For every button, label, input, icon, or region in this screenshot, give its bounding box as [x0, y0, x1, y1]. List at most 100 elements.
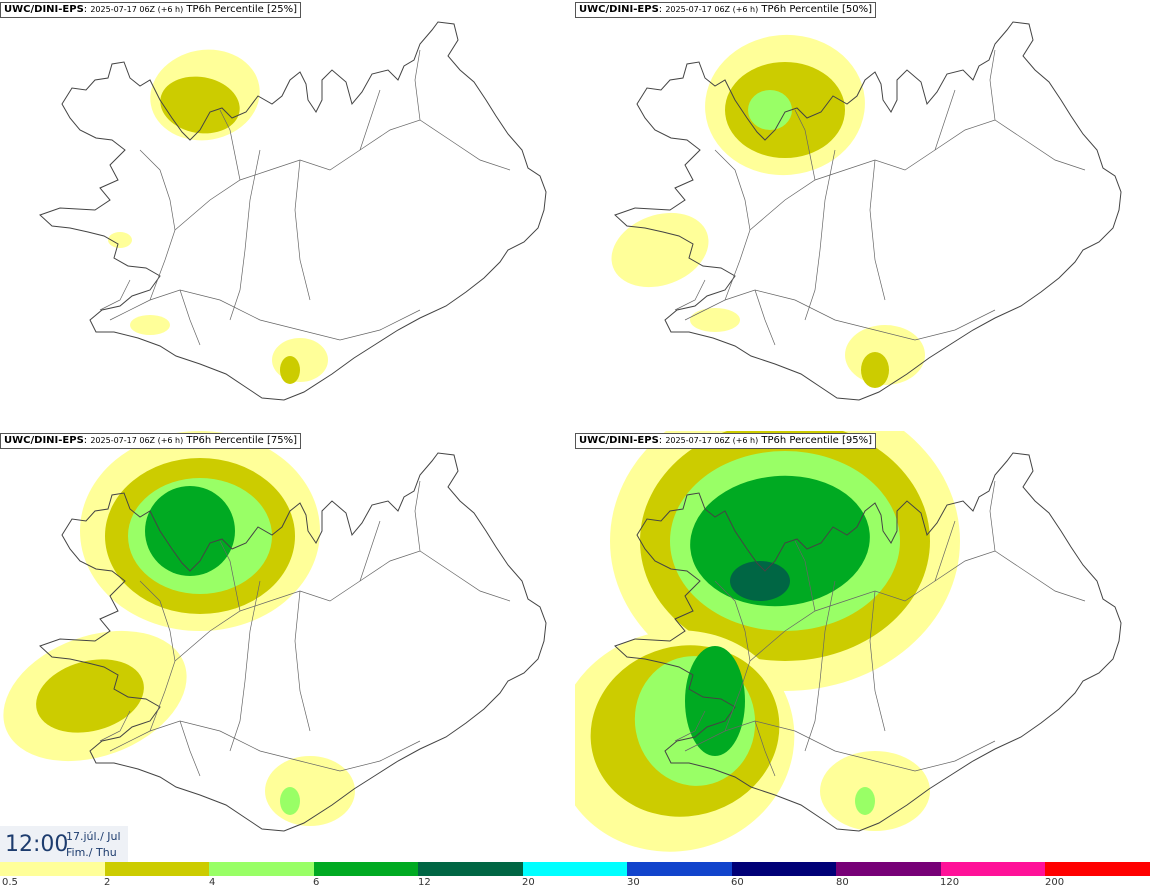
road-line [414, 480, 421, 552]
legend-label: 30 [627, 877, 640, 888]
road-line [219, 540, 241, 612]
map-panel-25: UWC/DINI-EPS: 2025-07-17 06Z (+6 h) TP6h… [0, 0, 575, 430]
precip-area [690, 308, 740, 332]
color-legend: 0.5 2 4 6 12 20 30 60 80 120 200 [0, 862, 1150, 891]
road-line [804, 149, 836, 321]
road-line [794, 109, 816, 181]
iceland-map [39, 21, 547, 401]
iceland-map [611, 21, 1122, 401]
road-line [174, 119, 511, 231]
precip-area [280, 787, 300, 815]
coastline [39, 452, 547, 832]
road-line [934, 520, 956, 582]
road-line [674, 710, 706, 742]
legend-color-bar [0, 862, 1150, 876]
road-line [139, 149, 176, 301]
legend-swatch-3 [313, 862, 419, 876]
precip-area [280, 356, 300, 384]
road-line [869, 159, 886, 301]
panel-title: UWC/DINI-EPS: 2025-07-17 06Z (+6 h) TP6h… [575, 433, 876, 449]
road-line [219, 109, 241, 181]
road-line [934, 89, 956, 151]
legend-label: 60 [731, 877, 744, 888]
road-line [229, 149, 261, 321]
legend-label: 200 [1045, 877, 1065, 888]
precip-area [272, 338, 328, 382]
legend-label: 4 [209, 877, 216, 888]
road-line [139, 580, 176, 732]
road-line [684, 289, 996, 341]
valid-weekday: Fim./ Thu [66, 846, 117, 859]
road-line [754, 289, 776, 346]
legend-swatch-1 [104, 862, 210, 876]
map-panel-50: UWC/DINI-EPS: 2025-07-17 06Z (+6 h) TP6h… [575, 0, 1150, 430]
coastline [614, 452, 1122, 832]
legend-label: 120 [940, 877, 960, 888]
precip-area [108, 232, 132, 248]
road-line [714, 580, 751, 732]
road-line [359, 520, 381, 582]
road-line [179, 289, 201, 346]
road-line [989, 49, 996, 121]
valid-time-box: 12:00 17.júl./ Jul Fim./ Thu [0, 826, 128, 862]
legend-swatch-2 [209, 862, 314, 876]
legend-label: 80 [836, 877, 849, 888]
legend-swatch-9 [940, 862, 1046, 876]
precip-area [611, 212, 709, 288]
road-line [179, 720, 201, 777]
coastline [39, 21, 547, 401]
road-line [714, 149, 751, 301]
legend-swatch-10 [1045, 862, 1150, 876]
precip-area [855, 787, 875, 815]
legend-label: 12 [418, 877, 431, 888]
road-line [294, 159, 311, 301]
precip-area [748, 90, 792, 130]
road-line [109, 720, 421, 772]
road-line [754, 720, 776, 777]
legend-swatch-5 [522, 862, 628, 876]
legend-swatch-0 [0, 862, 105, 876]
legend-swatch-4 [418, 862, 523, 876]
coastline [614, 21, 1122, 401]
road-line [174, 550, 511, 662]
road-line [99, 279, 131, 311]
road-line [99, 710, 131, 742]
iceland-map [3, 431, 547, 832]
legend-label: 6 [313, 877, 320, 888]
road-line [229, 580, 261, 752]
panel-title: UWC/DINI-EPS: 2025-07-17 06Z (+6 h) TP6h… [0, 433, 301, 449]
road-line [869, 590, 886, 732]
road-line [294, 590, 311, 732]
road-line [359, 89, 381, 151]
panel-title: UWC/DINI-EPS: 2025-07-17 06Z (+6 h) TP6h… [575, 2, 876, 18]
road-line [749, 550, 1086, 662]
legend-label: 0.5 [2, 877, 18, 888]
precip-area [130, 315, 170, 335]
legend-swatch-6 [627, 862, 732, 876]
precip-area [820, 751, 930, 831]
road-line [749, 119, 1086, 231]
road-line [414, 49, 421, 121]
road-line [674, 279, 706, 311]
valid-hour: 12:00 [5, 832, 69, 857]
panel-title: UWC/DINI-EPS: 2025-07-17 06Z (+6 h) TP6h… [0, 2, 301, 18]
legend-swatch-8 [836, 862, 941, 876]
precip-area [145, 486, 235, 576]
road-line [794, 540, 816, 612]
legend-label: 2 [104, 877, 111, 888]
road-line [989, 480, 996, 552]
precip-area [730, 561, 790, 601]
precip-area [160, 76, 240, 134]
precip-area [265, 756, 355, 826]
legend-label: 20 [522, 877, 535, 888]
precip-area [685, 646, 745, 756]
road-line [804, 580, 836, 752]
iceland-map [575, 431, 1122, 852]
legend-swatch-7 [731, 862, 837, 876]
map-panel-95: UWC/DINI-EPS: 2025-07-17 06Z (+6 h) TP6h… [575, 431, 1150, 861]
valid-date: 17.júl./ Jul [66, 830, 121, 843]
road-line [684, 720, 996, 772]
map-panel-75: UWC/DINI-EPS: 2025-07-17 06Z (+6 h) TP6h… [0, 431, 575, 861]
road-line [109, 289, 421, 341]
precip-area [861, 352, 889, 388]
